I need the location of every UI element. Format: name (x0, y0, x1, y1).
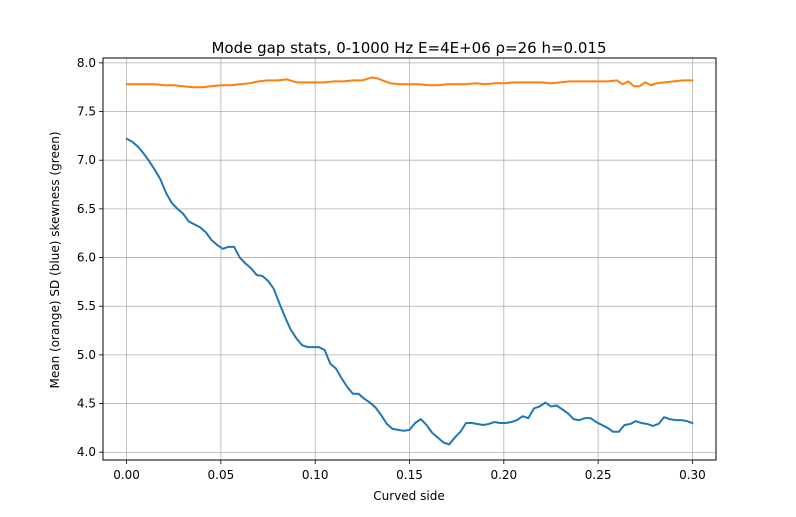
y-tick-label: 6.0 (77, 251, 96, 265)
y-tick-label: 6.5 (77, 202, 96, 216)
series-line-1 (125, 137, 694, 446)
y-tick-label: 5.5 (77, 299, 96, 313)
y-axis: 4.0 4.5 5.0 5.5 6.0 6.5 7.0 7.5 8.0 (77, 56, 103, 459)
x-tick-label: 0.30 (679, 468, 706, 482)
series-line-0 (125, 76, 694, 89)
x-tick-label: 0.05 (208, 468, 235, 482)
series-layer (125, 76, 694, 446)
x-axis: 0.00 0.05 0.10 0.15 0.20 0.25 0.30 (113, 460, 706, 482)
grid-lines (103, 58, 716, 460)
x-axis-label: Curved side (373, 489, 444, 503)
y-tick-label: 7.0 (77, 153, 96, 167)
x-tick-label: 0.10 (302, 468, 329, 482)
x-tick-label: 0.15 (396, 468, 423, 482)
y-tick-label: 5.0 (77, 348, 96, 362)
y-tick-label: 7.5 (77, 105, 96, 119)
y-tick-label: 8.0 (77, 56, 96, 70)
chart-title: Mode gap stats, 0-1000 Hz E=4E+06 ρ=26 h… (211, 39, 606, 57)
x-tick-label: 0.20 (490, 468, 517, 482)
x-tick-label: 0.25 (585, 468, 612, 482)
y-tick-label: 4.5 (77, 397, 96, 411)
x-tick-label: 0.00 (113, 468, 140, 482)
y-axis-label: Mean (orange) SD (blue) skewness (green) (48, 131, 62, 388)
y-tick-label: 4.0 (77, 445, 96, 459)
